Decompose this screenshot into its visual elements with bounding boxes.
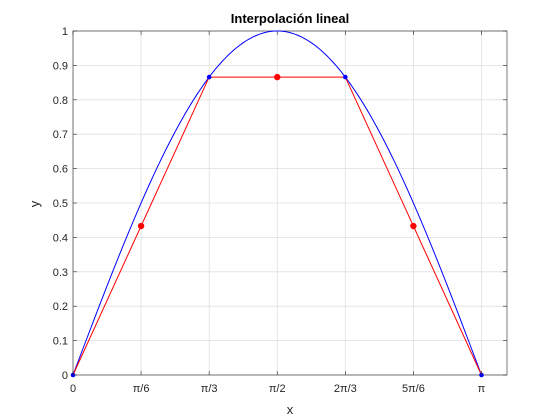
y-tick-label: 1 [62,26,68,38]
axis-ticks: 0 π/6 π/3 π/2 2π/3 5π/6 π 0 0.1 0.2 0.3 0.4 0.5 0.6 0.… [53,26,507,395]
y-tick-label: 0.1 [53,336,68,348]
node-point [343,74,348,80]
y-tick-label: 0.7 [53,129,68,141]
x-tick-label: 2π/3 [334,383,357,395]
y-tick-label: 0.3 [53,267,68,279]
y-tick-label: 0.4 [53,232,68,244]
y-axis-label: y [27,200,42,207]
x-tick-label: 0 [70,383,76,395]
x-tick-label: π/6 [133,383,150,395]
node-point [206,74,212,80]
y-tick-label: 0.8 [53,95,68,107]
y-tick-label: 0.6 [53,164,68,176]
chart-title: Interpolación lineal [231,11,349,26]
y-tick-label: 0.9 [53,60,68,72]
interpolated-point [274,73,281,81]
interpolated-point [410,222,417,230]
x-tick-label: π/3 [201,383,218,395]
y-tick-label: 0 [62,370,68,382]
interpolated-point [137,222,145,230]
x-axis-label: x [287,402,294,417]
x-tick-label: 5π/6 [402,383,425,395]
x-tick-label: π [478,383,486,395]
y-tick-label: 0.2 [53,301,68,313]
y-tick-label: 0.5 [53,198,68,210]
x-tick-label: π/2 [269,383,286,395]
